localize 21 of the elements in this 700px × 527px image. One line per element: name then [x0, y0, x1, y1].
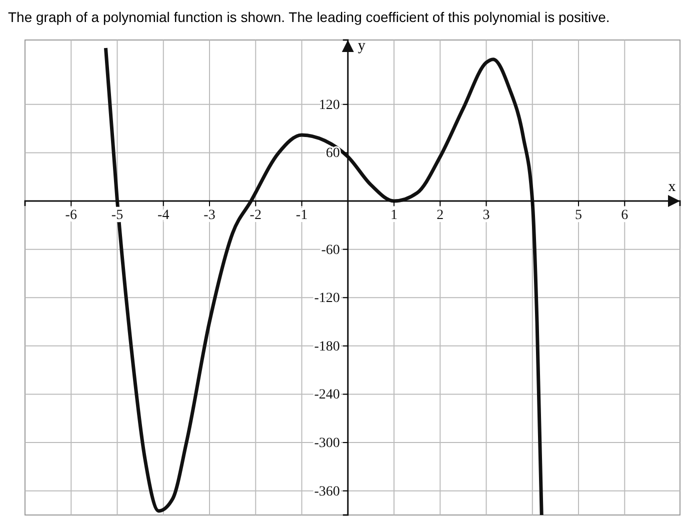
x-tick-label: -6: [65, 208, 77, 223]
y-tick-label: 120: [318, 98, 340, 113]
x-tick-label: 5: [575, 208, 582, 223]
x-tick-label: 3: [482, 208, 490, 223]
x-tick-label: 6: [621, 208, 628, 223]
y-tick-label: -60: [321, 242, 340, 258]
y-tick-label: -300: [314, 436, 340, 452]
x-tick-label: -2: [250, 208, 262, 223]
x-tick-label: -1: [296, 208, 308, 223]
y-tick-label: -180: [314, 339, 340, 354]
x-axis-title: x: [668, 179, 676, 196]
y-tick-label: -120: [314, 291, 340, 306]
y-tick-label: 60: [326, 146, 340, 162]
y-tick-label: -360: [314, 484, 340, 500]
x-tick-label: -3: [204, 208, 216, 223]
x-tick-label: 2: [436, 208, 444, 223]
y-axis-title: y: [358, 38, 366, 54]
chart-title: The graph of a polynomial function is shown. The leading coefficient of this polynomial is positive.: [8, 9, 610, 25]
y-tick-label: -240: [314, 388, 340, 403]
x-tick-label: -4: [158, 208, 170, 223]
x-tick-label: 1: [390, 208, 398, 223]
